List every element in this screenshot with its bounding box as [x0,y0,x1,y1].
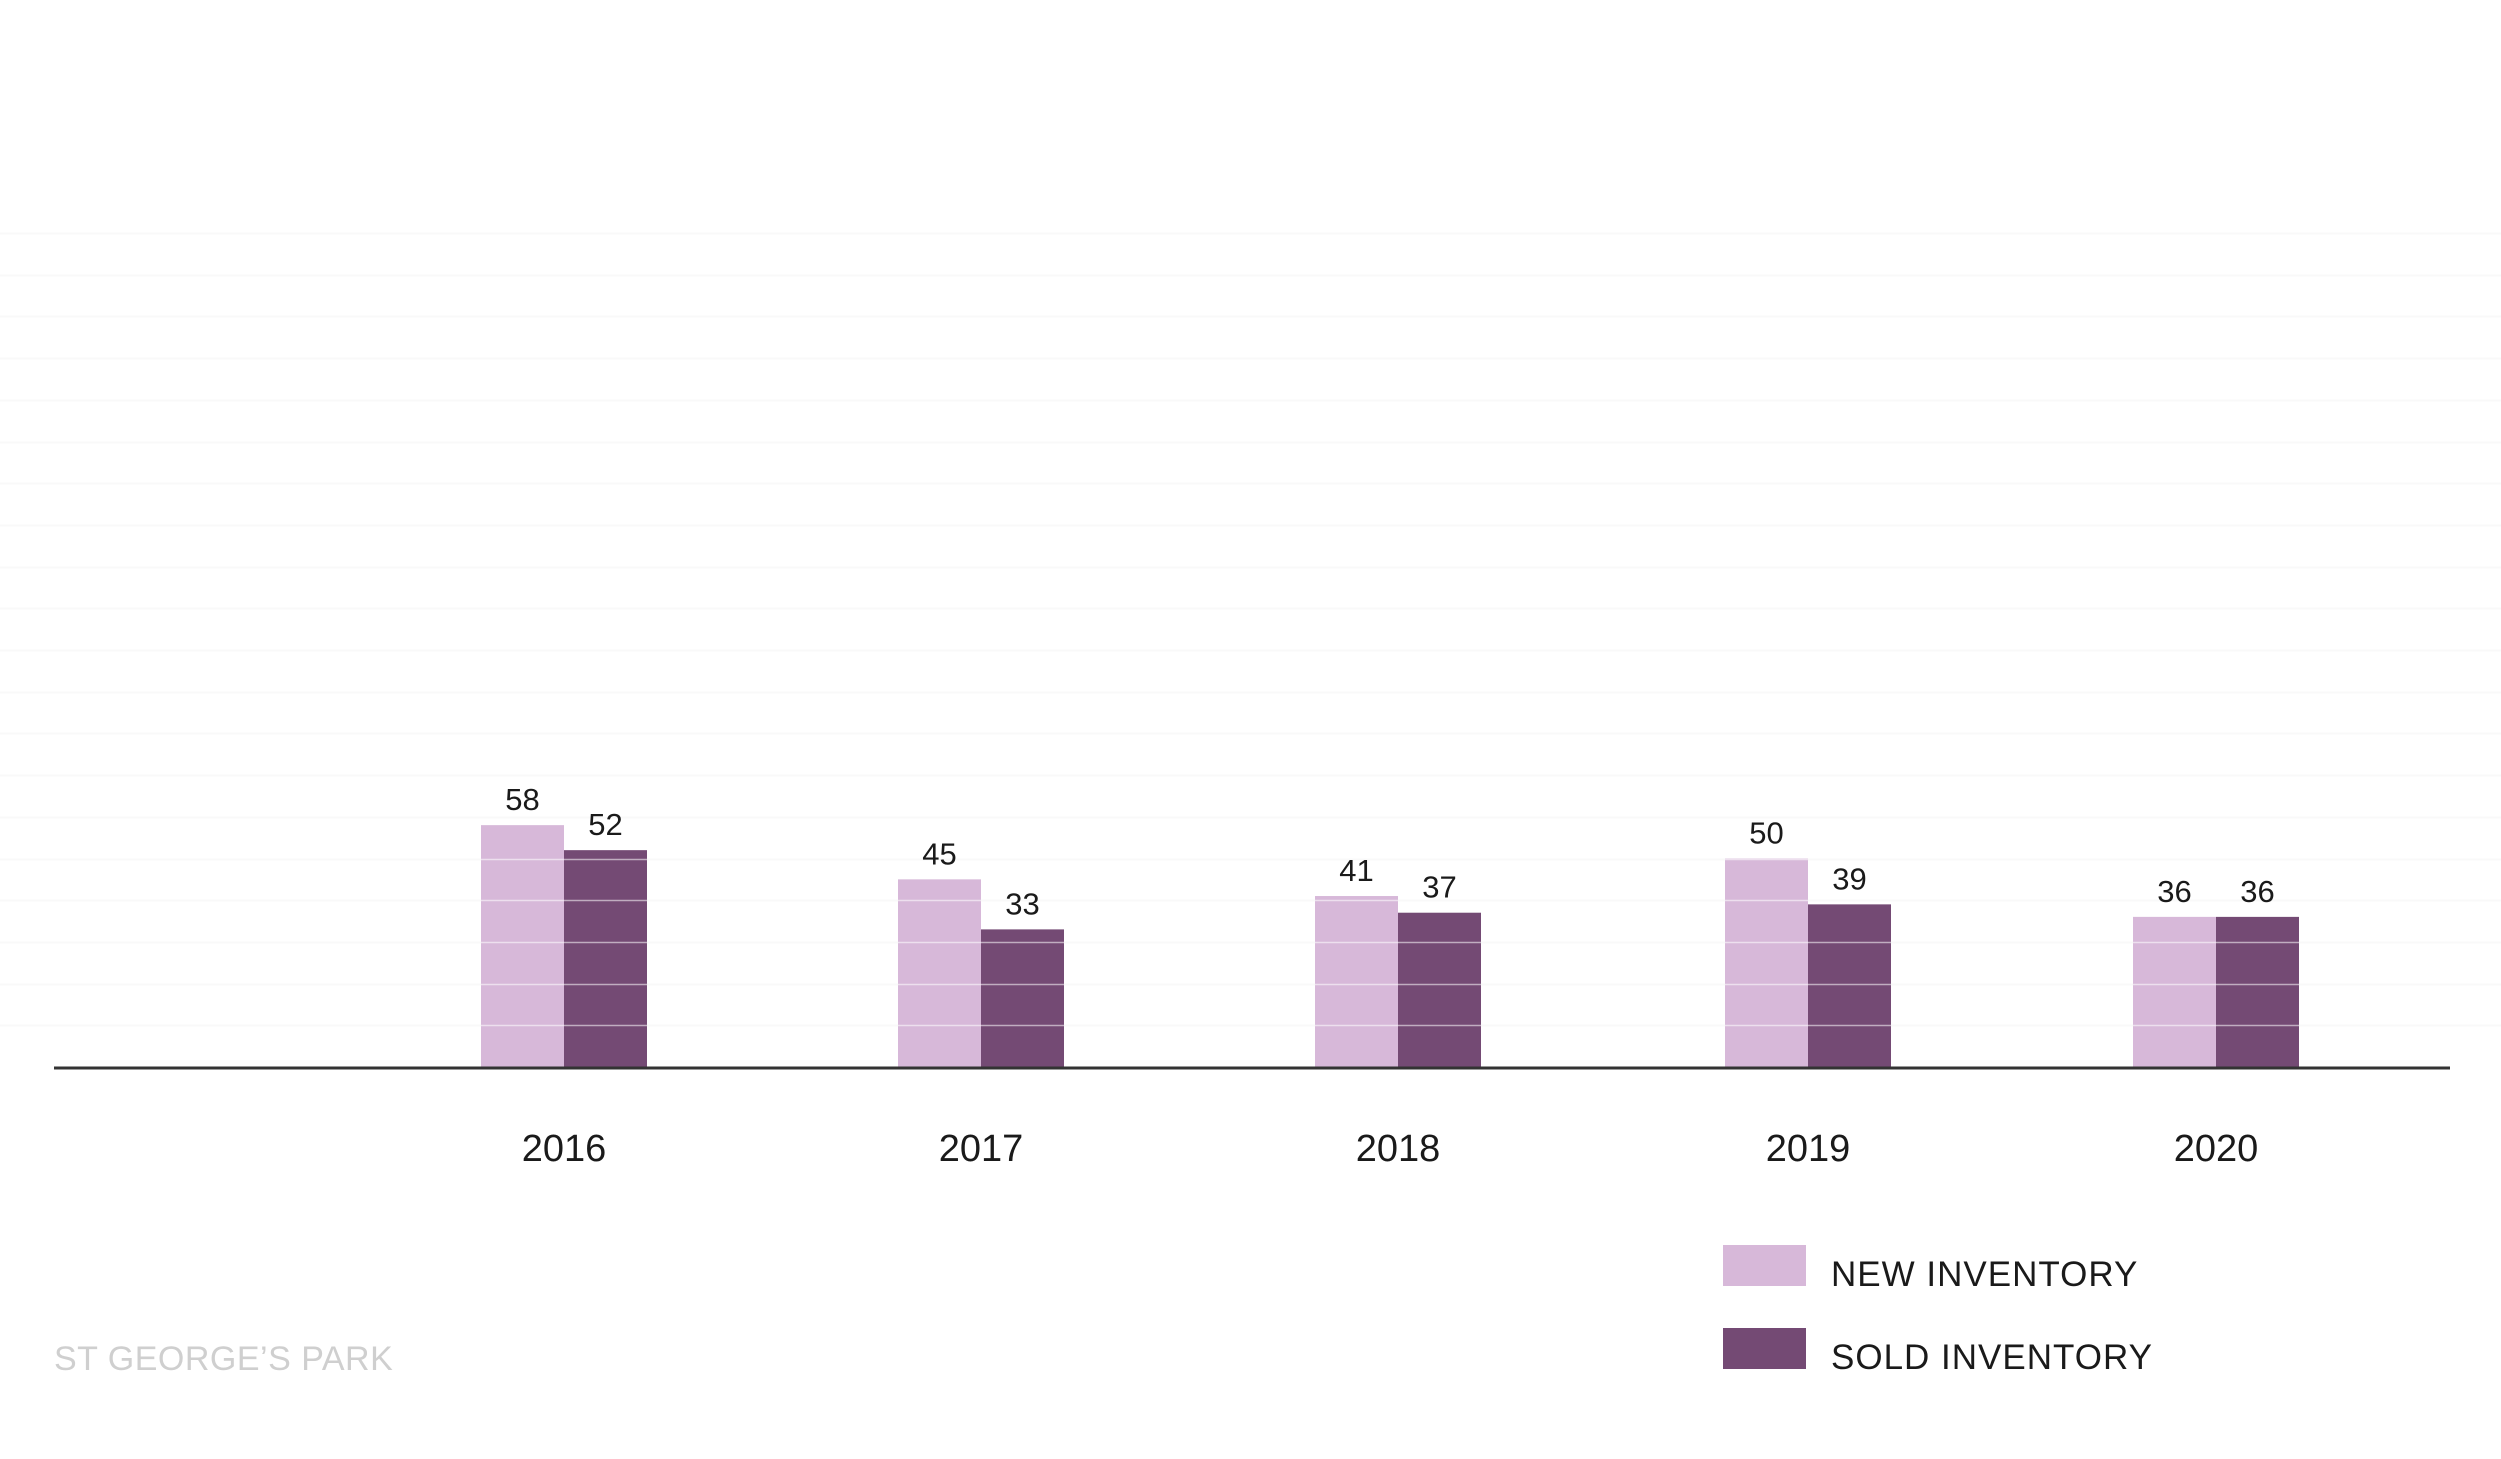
x-tick-label-2019: 2019 [1766,1128,1851,1170]
bar-sold-inventory-2017 [981,929,1064,1067]
brand-footer: ST GEORGE’S PARK [54,1340,393,1378]
bar-new-inventory-2017 [898,879,981,1067]
data-label-sold-inventory-2018: 37 [1422,870,1456,905]
data-label-sold-inventory-2016: 52 [588,807,622,842]
x-tick-label-2017: 2017 [939,1128,1024,1170]
x-tick-labels: 2016 2017 2018 2019 2020 [522,1128,2259,1170]
data-label-new-inventory-2018: 41 [1339,853,1373,888]
data-labels: 58 52 45 33 41 37 50 39 36 36 [505,782,2274,921]
bar-overlay-gridlines [0,232,2501,1027]
data-label-new-inventory-2017: 45 [922,836,956,871]
legend-swatch-new-inventory [1723,1245,1806,1286]
bar-sold-inventory-2019 [1808,904,1891,1067]
bar-new-inventory-2018 [1315,896,1398,1067]
legend-label-new-inventory: NEW INVENTORY [1831,1255,2138,1294]
legend-swatch-sold-inventory [1723,1328,1806,1369]
data-label-new-inventory-2019: 50 [1749,816,1783,851]
legend-label-sold-inventory: SOLD INVENTORY [1831,1338,2153,1377]
x-tick-label-2020: 2020 [2174,1128,2259,1170]
bars [481,825,2299,1067]
x-tick-label-2018: 2018 [1356,1128,1441,1170]
x-tick-label-2016: 2016 [522,1128,607,1170]
legend: NEW INVENTORY SOLD INVENTORY [1723,1245,2153,1377]
gridlines [0,232,2501,1027]
data-label-new-inventory-2020: 36 [2157,874,2191,909]
bar-new-inventory-2016 [481,825,564,1067]
data-label-new-inventory-2016: 58 [505,782,539,817]
data-label-sold-inventory-2017: 33 [1005,886,1039,921]
bar-new-inventory-2020 [2133,916,2216,1067]
bar-sold-inventory-2016 [564,850,647,1067]
data-label-sold-inventory-2020: 36 [2240,874,2274,909]
bar-sold-inventory-2018 [1398,912,1481,1067]
bar-new-inventory-2019 [1725,858,1808,1067]
bar-sold-inventory-2020 [2216,916,2299,1067]
data-label-sold-inventory-2019: 39 [1832,861,1866,896]
